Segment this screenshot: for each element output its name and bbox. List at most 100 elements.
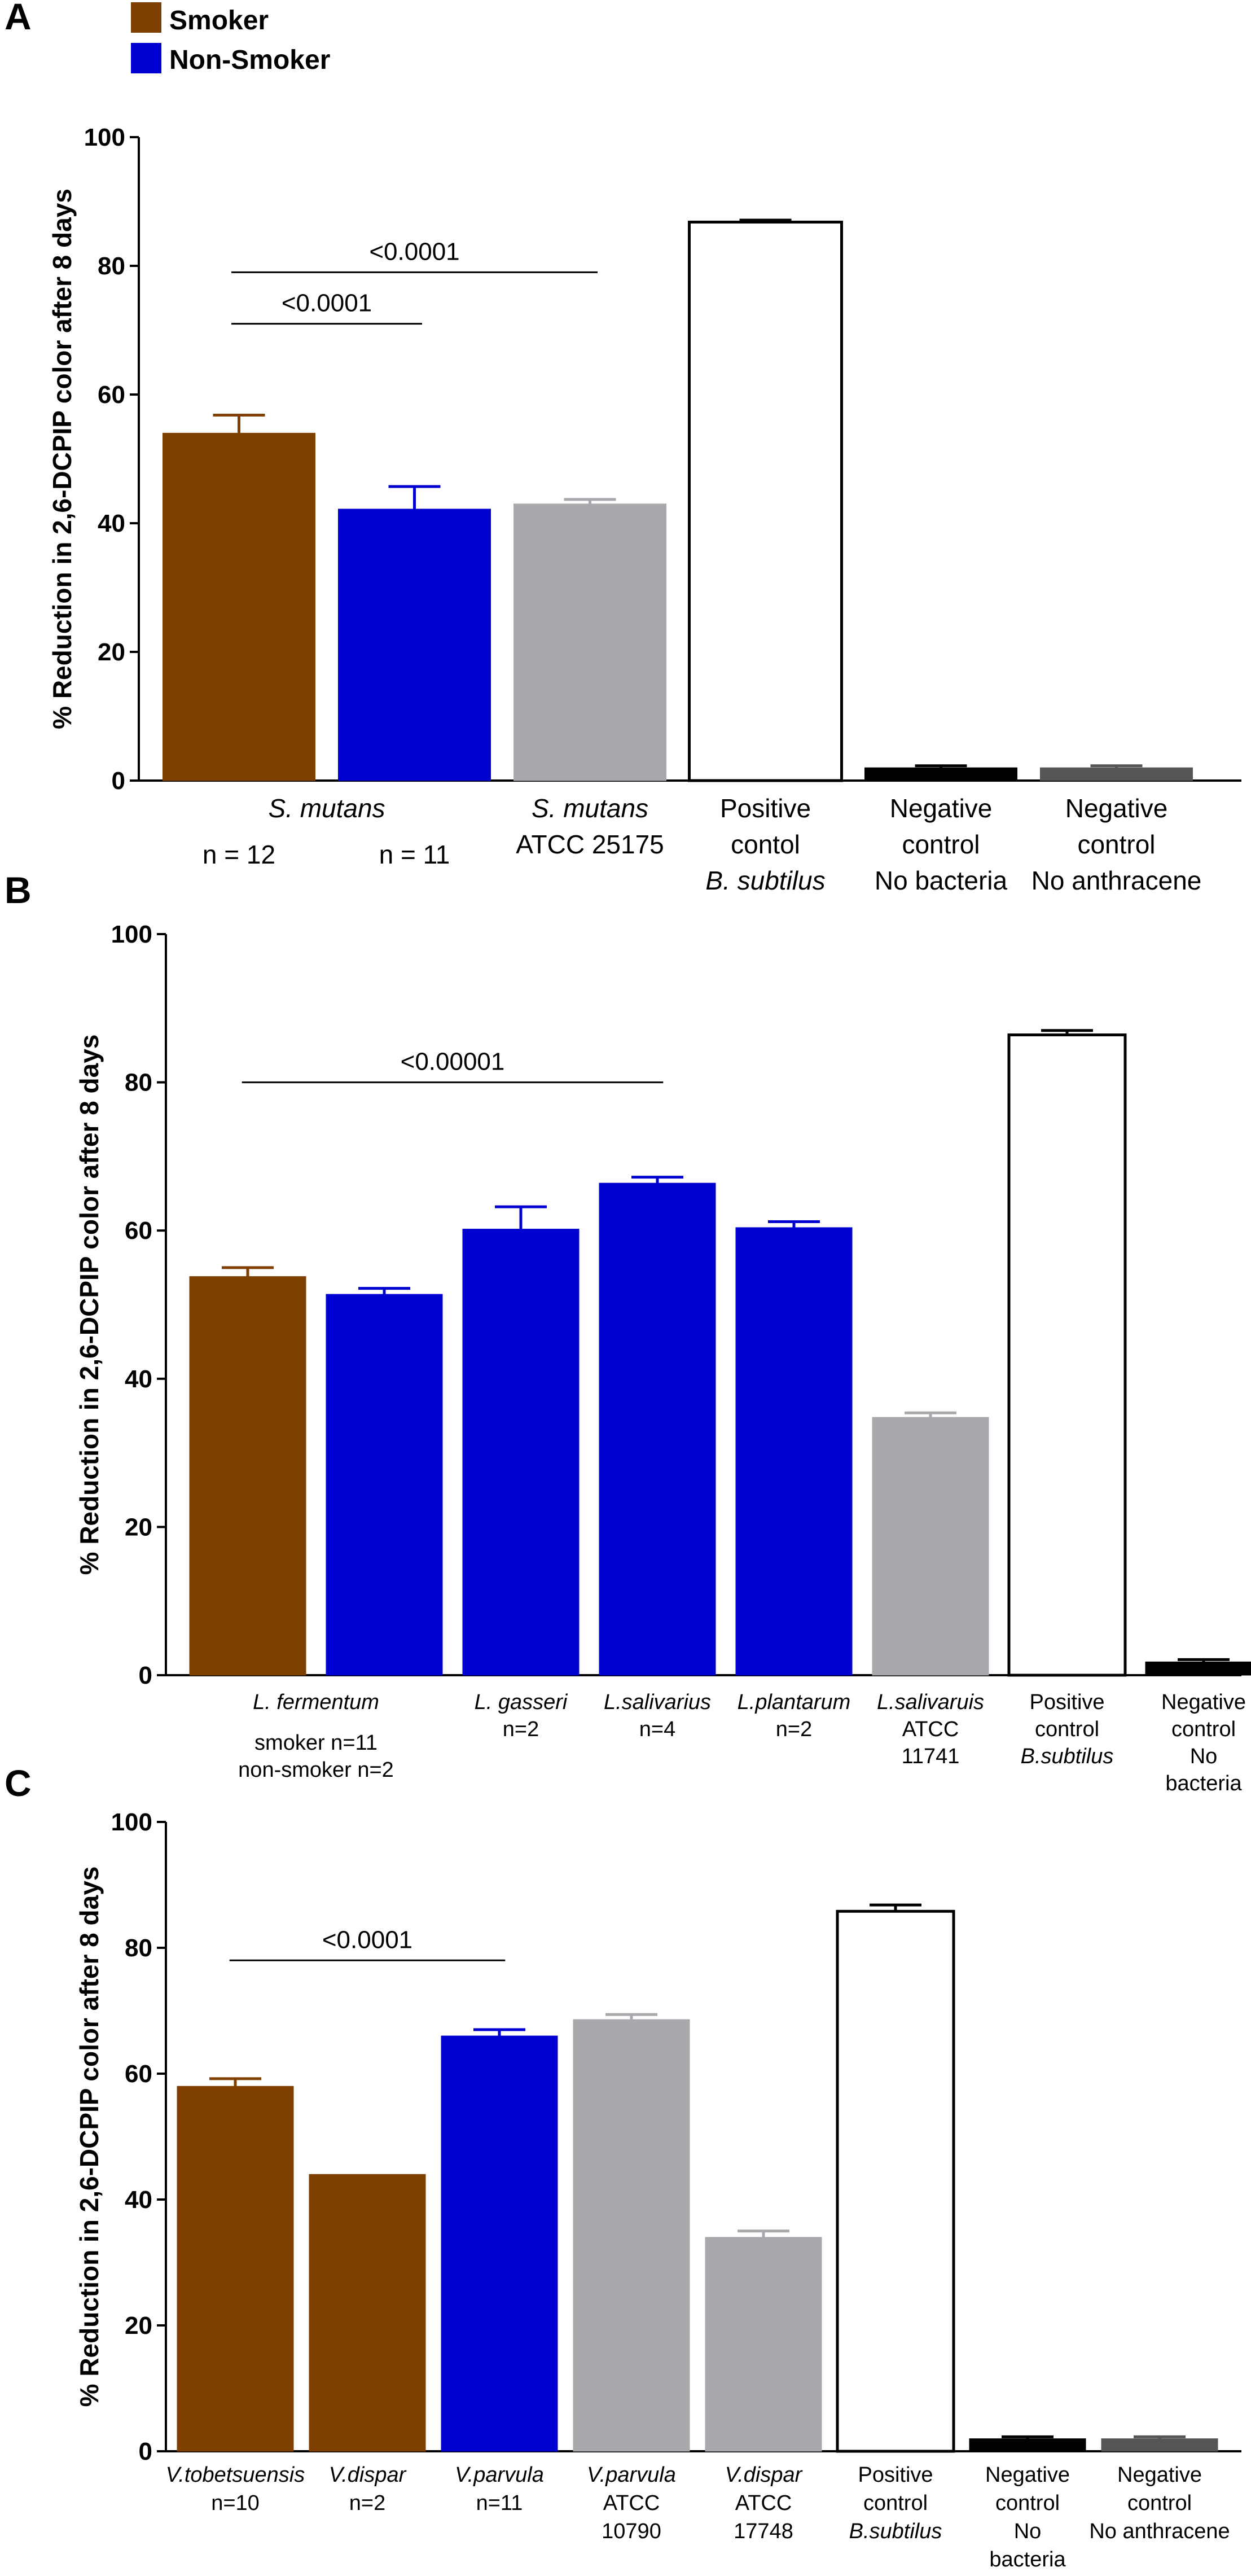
panel-c-y-tick-label: 80 (125, 1934, 152, 1962)
panel-c-y-tick-label: 40 (125, 2186, 152, 2214)
panel-c-bar (309, 2174, 426, 2452)
panel-c-bar (573, 2019, 690, 2452)
panel-c-category-label: ATCC (735, 2491, 792, 2515)
panel-b-category-label: n=2 (776, 1718, 812, 1741)
panel-a-category-label: No bacteria (875, 866, 1008, 895)
panel-a-category-label: S. mutans (532, 794, 648, 823)
panel-c-category-label: Negative (1117, 2463, 1202, 2487)
panel-a-p-value: <0.0001 (369, 238, 459, 265)
panel-b-category-label: L. fermentum (253, 1690, 379, 1714)
panel-a-category-label: No anthracene (1031, 866, 1202, 895)
panel-b-y-tick-label: 20 (125, 1513, 152, 1541)
panel-c: C 0 20 40 60 80 100 % Reduction in 2,6-DCPIP co… (5, 1762, 1241, 2571)
panel-b-category-label: Positive (1029, 1690, 1104, 1714)
panel-a-letter: A (5, 0, 32, 37)
panel-c-bar (836, 1909, 955, 2453)
panel-c-y-tick-label: 0 (139, 2438, 152, 2465)
panel-c-category-label: 17748 (734, 2520, 793, 2543)
panel-c-y-axis-label: % Reduction in 2,6-DCPIP color after 8 d… (74, 1867, 104, 2407)
panel-a-bar (688, 220, 843, 782)
panel-b-bar (1007, 1033, 1127, 1677)
panel-a-category-label: n = 11 (379, 840, 450, 869)
panel-a-y-tick-label: 100 (84, 124, 125, 151)
panel-a-y-tick-label: 80 (98, 252, 125, 280)
panel-a-category-label: Negative (890, 794, 993, 823)
panel-c-bar (705, 2237, 822, 2452)
panel-a-category-label: control (902, 830, 980, 859)
panel-c-category-label: control (863, 2491, 928, 2515)
panel-b-letter: B (5, 869, 32, 911)
panel-a-bar (864, 767, 1017, 781)
panel-a-category-label: control (1077, 830, 1155, 859)
panel-b-bar (326, 1294, 443, 1676)
panel-a-y-axis-label: % Reduction in 2,6-DCPIP color after 8 d… (47, 189, 77, 729)
panel-a-y-tick-label: 40 (98, 510, 125, 537)
panel-b-category-label: non-smoker n=2 (238, 1758, 394, 1782)
panel-b: B 0 20 40 60 80 100 % Reduction in 2,6-DCPIP co… (5, 869, 1251, 1795)
panel-c-category-label: control (995, 2491, 1060, 2515)
panel-c-category-label: No (1014, 2520, 1042, 2543)
panel-b-y-tick-label: 0 (139, 1662, 152, 1689)
panel-b-p-value: <0.00001 (401, 1048, 505, 1076)
panel-c-category-label: V.dispar (725, 2463, 803, 2487)
panel-b-y-tick-label: 60 (125, 1217, 152, 1245)
panel-b-category-label: L. gasseri (475, 1690, 568, 1714)
panel-a-p-value: <0.0001 (282, 290, 372, 317)
panel-c-y-tick-label: 100 (111, 1808, 152, 1836)
panel-b-category-label: No (1190, 1745, 1218, 1768)
panel-c-bar (441, 2035, 558, 2452)
panel-a-bar (338, 509, 491, 781)
panel-b-category-label: B.subtilus (1021, 1745, 1114, 1768)
panel-a-y-tick-label: 20 (98, 638, 125, 666)
panel-a-bar (1040, 767, 1193, 781)
panel-b-bar (872, 1417, 989, 1676)
panel-c-category-label: control (1127, 2491, 1192, 2515)
panel-a-category-label: n = 12 (203, 840, 275, 869)
panel-b-category-label: smoker n=11 (254, 1731, 378, 1755)
panel-b-category-label: L.salivarius (604, 1690, 711, 1714)
panel-b-bar (599, 1182, 716, 1676)
panel-a-y-tick-label: 60 (98, 381, 125, 409)
legend-label-smoker: Smoker (169, 6, 269, 36)
panel-b-category-label: control (1035, 1718, 1099, 1741)
panel-c-category-label: B.subtilus (849, 2520, 942, 2543)
panel-c-category-label: V.parvula (455, 2463, 544, 2487)
legend-swatch-nonsmoker (131, 43, 161, 73)
panel-b-bar (189, 1276, 306, 1676)
panel-c-category-label: V.tobetsuensis (166, 2463, 305, 2487)
panel-a-category-label: Negative (1065, 794, 1168, 823)
panel-b-category-label: L.plantarum (738, 1690, 851, 1714)
panel-b-y-axis-label: % Reduction in 2,6-DCPIP color after 8 d… (74, 1035, 104, 1575)
panel-a-bar (163, 432, 315, 781)
panel-a-category-label: ATCC 25175 (516, 830, 664, 859)
legend-swatch-smoker (131, 2, 161, 33)
panel-c-p-value: <0.0001 (322, 1926, 412, 1953)
panel-b-bar (1145, 1661, 1251, 1676)
panel-c-category-label: No anthracene (1089, 2520, 1230, 2543)
panel-b-category-label: ATCC (902, 1718, 959, 1741)
panel-c-category-label: ATCC (603, 2491, 660, 2515)
panel-c-bar (969, 2438, 1086, 2452)
panel-c-category-label: n=10 (211, 2491, 260, 2515)
panel-c-category-label: n=2 (349, 2491, 385, 2515)
panel-c-category-label: V.dispar (329, 2463, 407, 2487)
panel-c-category-label: n=11 (476, 2491, 523, 2515)
panel-c-bar (177, 2086, 294, 2452)
panel-c-category-label: Positive (858, 2463, 933, 2487)
panel-c-bar (1101, 2438, 1218, 2452)
panel-a-category-label: Positive (720, 794, 811, 823)
panel-c-y-tick-label: 60 (125, 2060, 152, 2088)
panel-a-bar (513, 503, 666, 781)
panel-b-category-label: control (1171, 1718, 1236, 1741)
panel-b-category-label: 11741 (902, 1745, 960, 1768)
panel-b-category-label: L.salivaruis (877, 1690, 984, 1714)
panel-c-category-label: 10790 (602, 2520, 661, 2543)
panel-b-category-label: bacteria (1165, 1772, 1242, 1795)
panel-b-y-tick-label: 100 (111, 921, 152, 948)
panel-a-y-tick-label: 0 (112, 767, 125, 795)
panel-a: A 0 20 40 60 80 100 % Reduction in 2,6-DCPIP co… (5, 0, 1241, 895)
panel-c-letter: C (5, 1762, 32, 1804)
panel-c-y-tick-label: 20 (125, 2312, 152, 2340)
panel-b-bar (735, 1227, 853, 1676)
